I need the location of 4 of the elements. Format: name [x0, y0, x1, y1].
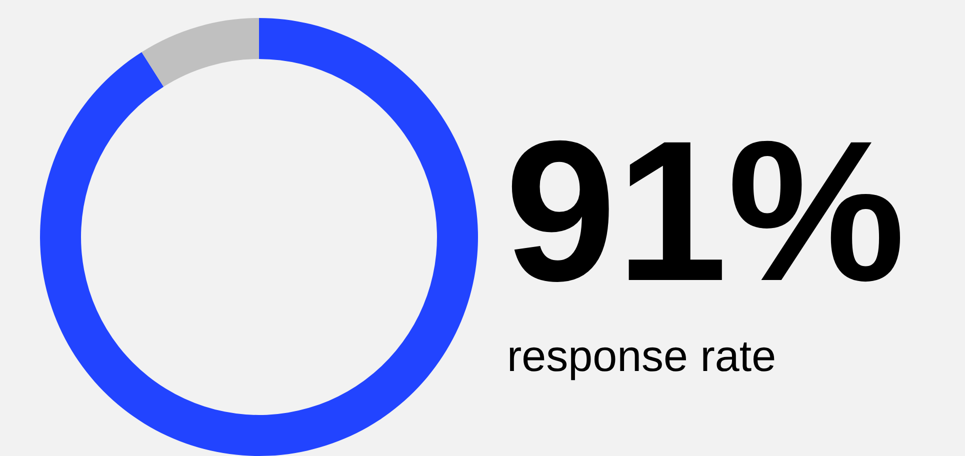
data-label: 91%	[505, 100, 906, 323]
donut-slice	[142, 18, 259, 87]
donut-slice	[40, 18, 478, 456]
slice-label: response rate	[507, 332, 776, 381]
